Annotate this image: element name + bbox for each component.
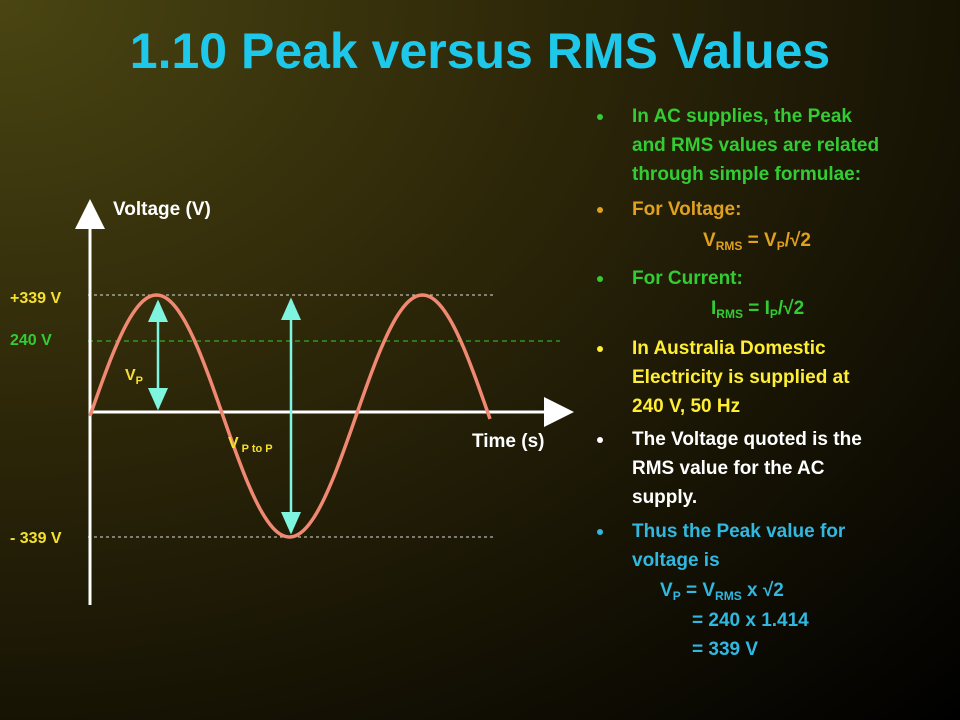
formula-part: RMS	[715, 589, 742, 603]
bullet: In AC supplies, the Peak and RMS values a…	[597, 102, 952, 189]
slide-title: 1.10 Peak versus RMS Values	[129, 23, 831, 79]
formula-part: x √2	[741, 580, 784, 601]
bullet-line: supply.	[632, 487, 698, 508]
bullet-line: through simple formulae:	[632, 164, 862, 185]
formula-step: = 240 x 1.414	[692, 610, 809, 631]
bullet: In Australia Domestic Electricity is supp…	[597, 334, 952, 421]
formula: VP = VRMS x √2	[660, 580, 784, 603]
formula-part: P	[769, 307, 778, 321]
formula-part: = I	[742, 298, 770, 319]
bullet-dot	[597, 276, 603, 282]
bullet-line: Electricity is supplied at	[632, 367, 850, 388]
bullet-dot	[597, 207, 603, 213]
bullet-line: In AC supplies, the Peak	[632, 106, 852, 127]
formula-part: V	[703, 230, 716, 251]
bullet-line: and RMS values are related	[632, 135, 880, 156]
bullet: The Voltage quoted is the RMS value for t…	[597, 425, 952, 512]
formula-part: = V	[742, 230, 777, 251]
bullet-dot	[597, 437, 603, 443]
formula-part: RMS	[716, 307, 743, 321]
bullet-dot	[597, 529, 603, 535]
formula-part: /√2	[777, 298, 805, 319]
y-axis-label: Voltage (V)	[113, 199, 211, 220]
bullet-line: Thus the Peak value for	[632, 521, 846, 542]
level-label: +339 V	[10, 290, 61, 307]
formula: IRMS = IP/√2	[711, 298, 804, 321]
bullet-line: RMS value for the AC	[632, 458, 825, 479]
bullet: Thus the Peak value for voltage is	[597, 517, 952, 575]
bullet-dot	[597, 346, 603, 352]
formula-part: P	[672, 589, 681, 603]
bullet-line: 240 V, 50 Hz	[632, 396, 741, 417]
formula-part: I	[711, 298, 717, 319]
sine-diagram: Voltage (V) Time (s) +339 V 240 V - 339 …	[10, 199, 574, 547]
bullet-line: voltage is	[632, 550, 720, 571]
formula-step: = 339 V	[692, 639, 759, 660]
level-label: - 339 V	[10, 530, 62, 547]
bullet: For Current:	[597, 264, 952, 293]
formula-part: V	[660, 580, 673, 601]
bullet-line: The Voltage quoted is the	[632, 429, 862, 450]
formula-part: P	[776, 239, 785, 253]
bullet: For Voltage:	[597, 195, 952, 224]
formula-part: /√2	[784, 230, 811, 251]
peak-label: VP	[125, 367, 143, 387]
bullet-line: For Current:	[632, 268, 743, 289]
formula-part: RMS	[715, 239, 743, 253]
formula-part: = V	[680, 580, 716, 601]
bullet-line: In Australia Domestic	[632, 338, 826, 359]
bullet-line: For Voltage:	[632, 199, 742, 220]
x-axis-label: Time (s)	[472, 431, 545, 452]
sine-wave	[88, 293, 492, 539]
formula: VRMS = VP/√2	[703, 230, 811, 253]
level-label: 240 V	[10, 332, 52, 349]
bullet-dot	[597, 114, 603, 120]
